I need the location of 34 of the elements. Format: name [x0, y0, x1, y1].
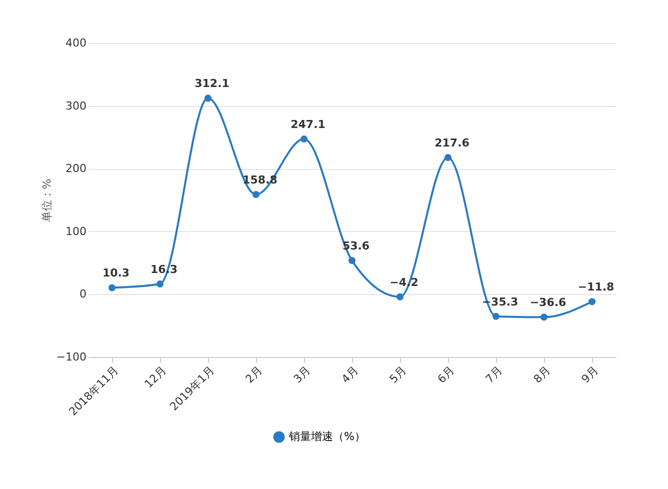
x-tick-label: 6月 — [435, 364, 457, 386]
point — [540, 314, 548, 321]
y-tick-label: 200 — [66, 162, 86, 176]
point — [396, 293, 404, 300]
data-label: 217.6 — [434, 136, 470, 150]
point — [204, 94, 212, 102]
y-tick-label: 0 — [80, 288, 86, 301]
data-label: 10.3 — [102, 266, 130, 280]
x-tick-label: 4月 — [339, 364, 361, 386]
y-tick-label: 300 — [66, 99, 86, 112]
point — [108, 284, 116, 292]
x-tick-label: 8月 — [531, 364, 553, 386]
y-tick-label: −100 — [56, 350, 86, 364]
data-label: 312.1 — [194, 77, 230, 90]
x-tick-label: 7月 — [483, 364, 505, 386]
x-tick-label: 5月 — [387, 364, 409, 386]
legend-label: 销量增速（%） — [288, 430, 366, 443]
data-label: −36.6 — [530, 296, 567, 310]
data-label: 247.1 — [290, 118, 326, 132]
point — [348, 257, 356, 264]
point — [156, 280, 164, 288]
x-tick-label: 12月 — [142, 364, 169, 391]
data-label: −11.8 — [578, 280, 614, 294]
x-tick-label: 2月 — [243, 364, 265, 386]
point — [252, 190, 260, 198]
point — [300, 135, 308, 143]
point — [492, 312, 500, 320]
x-tick-label: 3月 — [291, 364, 313, 386]
y-tick-label: 100 — [66, 224, 86, 238]
point — [588, 298, 596, 306]
point — [444, 154, 452, 162]
y-axis-title: 单位：% — [40, 178, 54, 222]
x-tick-label: 9月 — [579, 364, 601, 386]
y-tick-label: 400 — [66, 36, 86, 50]
